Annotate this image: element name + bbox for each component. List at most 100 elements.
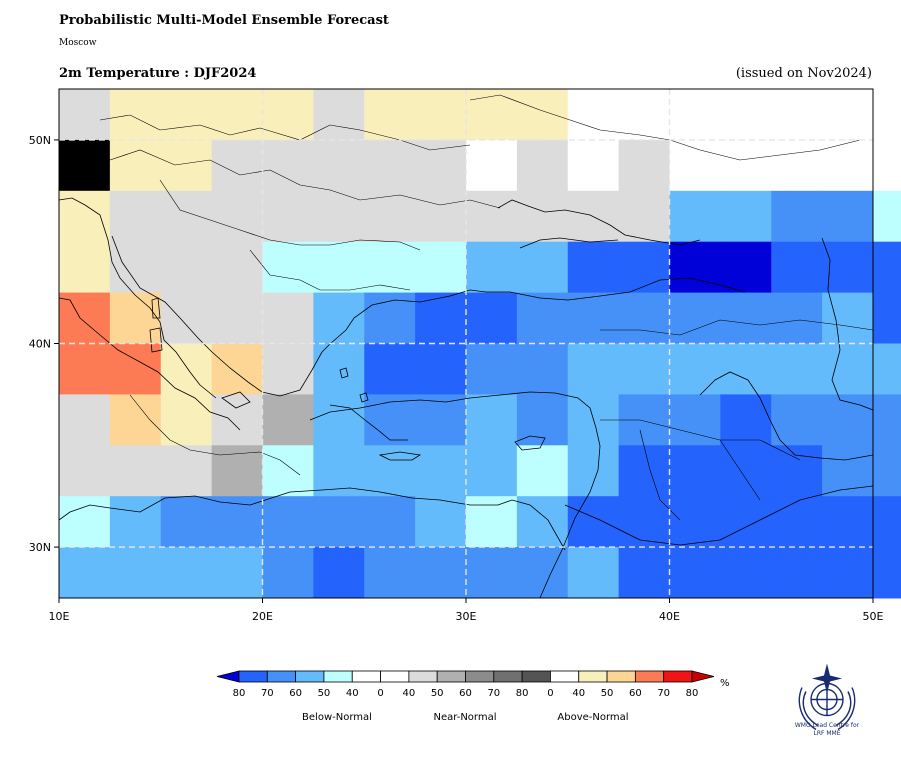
grid-cell [873,139,901,192]
grid-cell [160,292,213,344]
grid-cell [160,343,213,395]
grid-cell [262,139,314,192]
grid-cell [822,496,874,548]
grid-cell [567,496,620,548]
grid-cell [720,547,772,599]
grid-cell [211,89,263,141]
grid-cell [415,190,467,243]
grid-cell [771,139,823,192]
grid-cell [466,190,518,243]
grid-cell [160,496,213,548]
grid-cell [771,89,823,141]
grid-cell [211,547,263,599]
grid-cell [822,292,874,344]
grid-cell [364,139,416,192]
grid-cell [415,89,467,141]
border [600,319,874,336]
grid-cell [771,190,823,243]
x-tick-label: 10E [49,610,70,623]
grid-cell [160,139,213,192]
coastlines-borders [58,94,874,599]
grid-cell [59,547,111,599]
border [600,419,801,461]
grid-cell [211,445,263,497]
y-tick-label: 50N [29,134,51,147]
grid-cell [59,190,111,243]
grid-cell [59,292,111,344]
grid-cell [262,292,314,344]
grid-cell [364,190,416,243]
grid-cell [822,343,874,395]
grid-cell [109,241,162,294]
grid-cell [109,496,162,548]
coastline [821,237,874,411]
grid-cell [618,241,670,294]
island [359,392,369,403]
grid-cell [618,496,670,548]
grid-cell [211,139,263,192]
grid-cell [618,445,670,497]
grid-cell [516,292,569,344]
grid-cell [516,241,569,294]
island-crete [378,451,422,461]
grid-cell [720,496,772,548]
grid-cell [822,241,874,294]
grid-cell [160,547,213,599]
grid-cell [567,343,620,395]
grid-cell [873,496,901,548]
probability-grid [59,89,901,599]
grid-cell [313,89,365,141]
border [109,149,501,209]
coastline [419,277,746,303]
grid-cell [516,496,569,548]
y-tick-label: 40N [29,338,51,351]
grid-cell [59,394,111,446]
grid-cell [567,547,620,599]
grid-cell [415,343,467,395]
coastline [497,199,701,246]
grid-cell [618,139,670,192]
grid-cell [160,190,213,243]
wmo-logo-icon [798,663,856,731]
grid-cell [771,292,823,344]
border [99,114,471,151]
coastline [564,485,874,546]
grid-cell [466,241,518,294]
grid-cell [669,139,721,192]
grid-cell [720,394,772,446]
grid-cell [313,190,365,243]
grid-cell [669,445,721,497]
x-tick-label: 30E [456,610,477,623]
grid-cell [618,89,670,141]
coastline [309,391,601,599]
y-tick-label: 30N [29,541,51,554]
grid-cell [211,292,263,344]
grid-cell [262,547,314,599]
grid-cell [211,241,263,294]
x-tick-label: 20E [252,610,273,623]
grid-cell [771,241,823,294]
grid-cell [669,292,721,344]
x-tick-label: 40E [659,610,680,623]
grid-cell [466,496,518,548]
island-cyprus [514,435,546,451]
grid-cell [466,343,518,395]
grid-cell [720,89,772,141]
grid-cell [364,547,416,599]
grid-cell [822,139,874,192]
x-tick-label: 50E [863,610,884,623]
grid-cell [109,394,162,446]
grid-cell [720,139,772,192]
map-title: Probabilistic Multi-Model Ensemble Forec… [59,13,389,28]
grid-cell [211,190,263,243]
grid-cell [211,496,263,548]
grid-cell [415,445,467,497]
grid-cell [567,139,620,192]
island-sicily [221,391,251,409]
grid-cell [873,89,901,141]
grid-cell [364,241,416,294]
grid-cell [466,547,518,599]
grid-cell [822,190,874,243]
grid-cell [567,241,620,294]
